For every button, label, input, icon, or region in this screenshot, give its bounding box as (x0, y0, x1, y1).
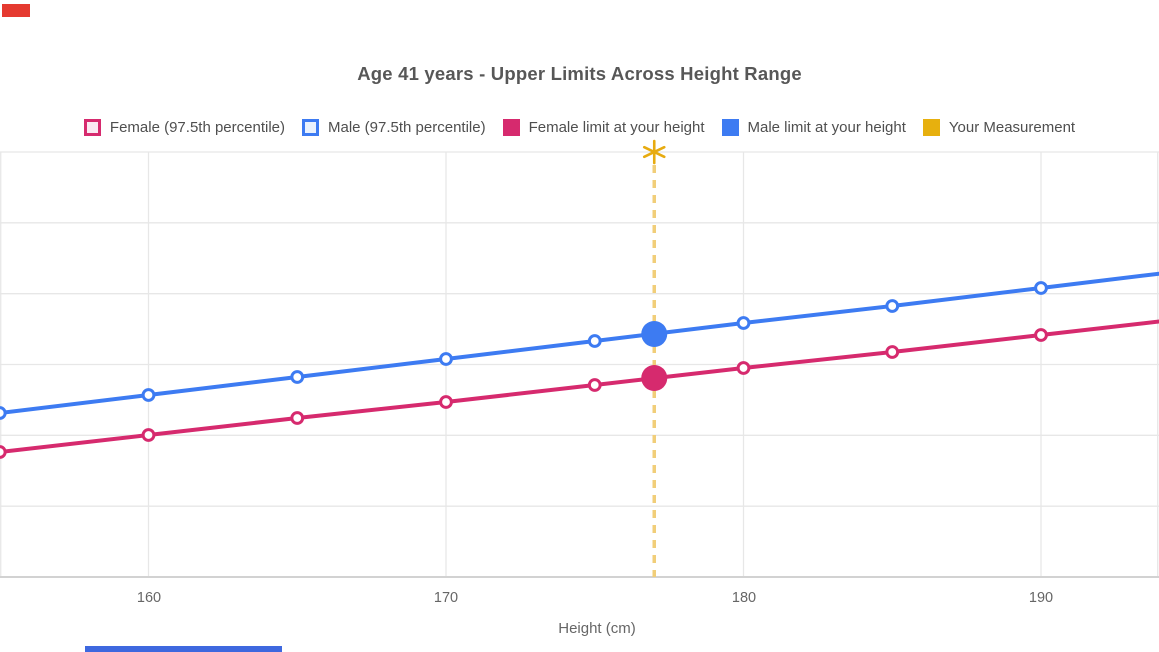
data-point-marker[interactable] (0, 445, 7, 459)
data-point-marker[interactable] (439, 395, 453, 409)
legend-label: Your Measurement (948, 118, 1076, 136)
chart-legend: Female (97.5th percentile) Male (97.5th … (0, 114, 1159, 140)
data-point-marker[interactable] (587, 334, 602, 348)
legend-item-male-limit[interactable]: Male limit at your height (721, 118, 906, 136)
legend-label: Female (97.5th percentile) (109, 118, 285, 136)
data-point-marker[interactable] (0, 406, 7, 420)
top-left-red-artifact (2, 4, 30, 17)
female-percentile-line (0, 319, 1159, 454)
x-tick-160: 160 (136, 590, 162, 606)
data-point-marker[interactable] (1034, 328, 1048, 342)
female-limit-highlight-point[interactable] (641, 365, 668, 391)
female-percentile-swatch-icon (83, 118, 101, 136)
x-tick-180: 180 (731, 590, 757, 606)
legend-item-your-measurement[interactable]: Your Measurement (922, 118, 1076, 136)
data-point-marker[interactable] (290, 370, 305, 384)
data-point-marker[interactable] (885, 299, 900, 313)
legend-item-female-limit[interactable]: Female limit at your height (502, 118, 705, 136)
legend-label: Male limit at your height (747, 118, 906, 136)
female-limit-swatch-icon (502, 118, 520, 136)
data-point-marker[interactable] (439, 352, 453, 366)
x-tick-190: 190 (1028, 590, 1054, 606)
legend-label: Male (97.5th percentile) (328, 118, 486, 136)
x-axis-title: Height (cm) (558, 620, 636, 637)
data-point-marker[interactable] (587, 378, 602, 392)
data-point-marker[interactable] (1034, 281, 1048, 295)
data-point-marker[interactable] (736, 316, 751, 330)
x-tick-170: 170 (433, 590, 459, 606)
male-percentile-swatch-icon (302, 118, 319, 136)
bottom-blue-bar-artifact (85, 646, 282, 652)
male-limit-highlight-point[interactable] (641, 321, 668, 347)
male-limit-swatch-icon (721, 118, 739, 136)
data-point-marker[interactable] (885, 345, 900, 359)
chart-title: Age 41 years - Upper Limits Across Heigh… (357, 63, 802, 84)
legend-item-male-percentile[interactable]: Male (97.5th percentile) (302, 118, 486, 136)
legend-item-female-percentile[interactable]: Female (97.5th percentile) (83, 118, 285, 136)
data-point-marker[interactable] (141, 428, 156, 442)
data-point-marker[interactable] (290, 411, 305, 425)
data-point-marker[interactable] (736, 361, 751, 375)
data-point-marker[interactable] (141, 388, 156, 402)
your-measurement-star-icon (642, 145, 666, 159)
legend-label: Female limit at your height (528, 118, 705, 136)
your-measurement-swatch-icon (922, 118, 940, 136)
